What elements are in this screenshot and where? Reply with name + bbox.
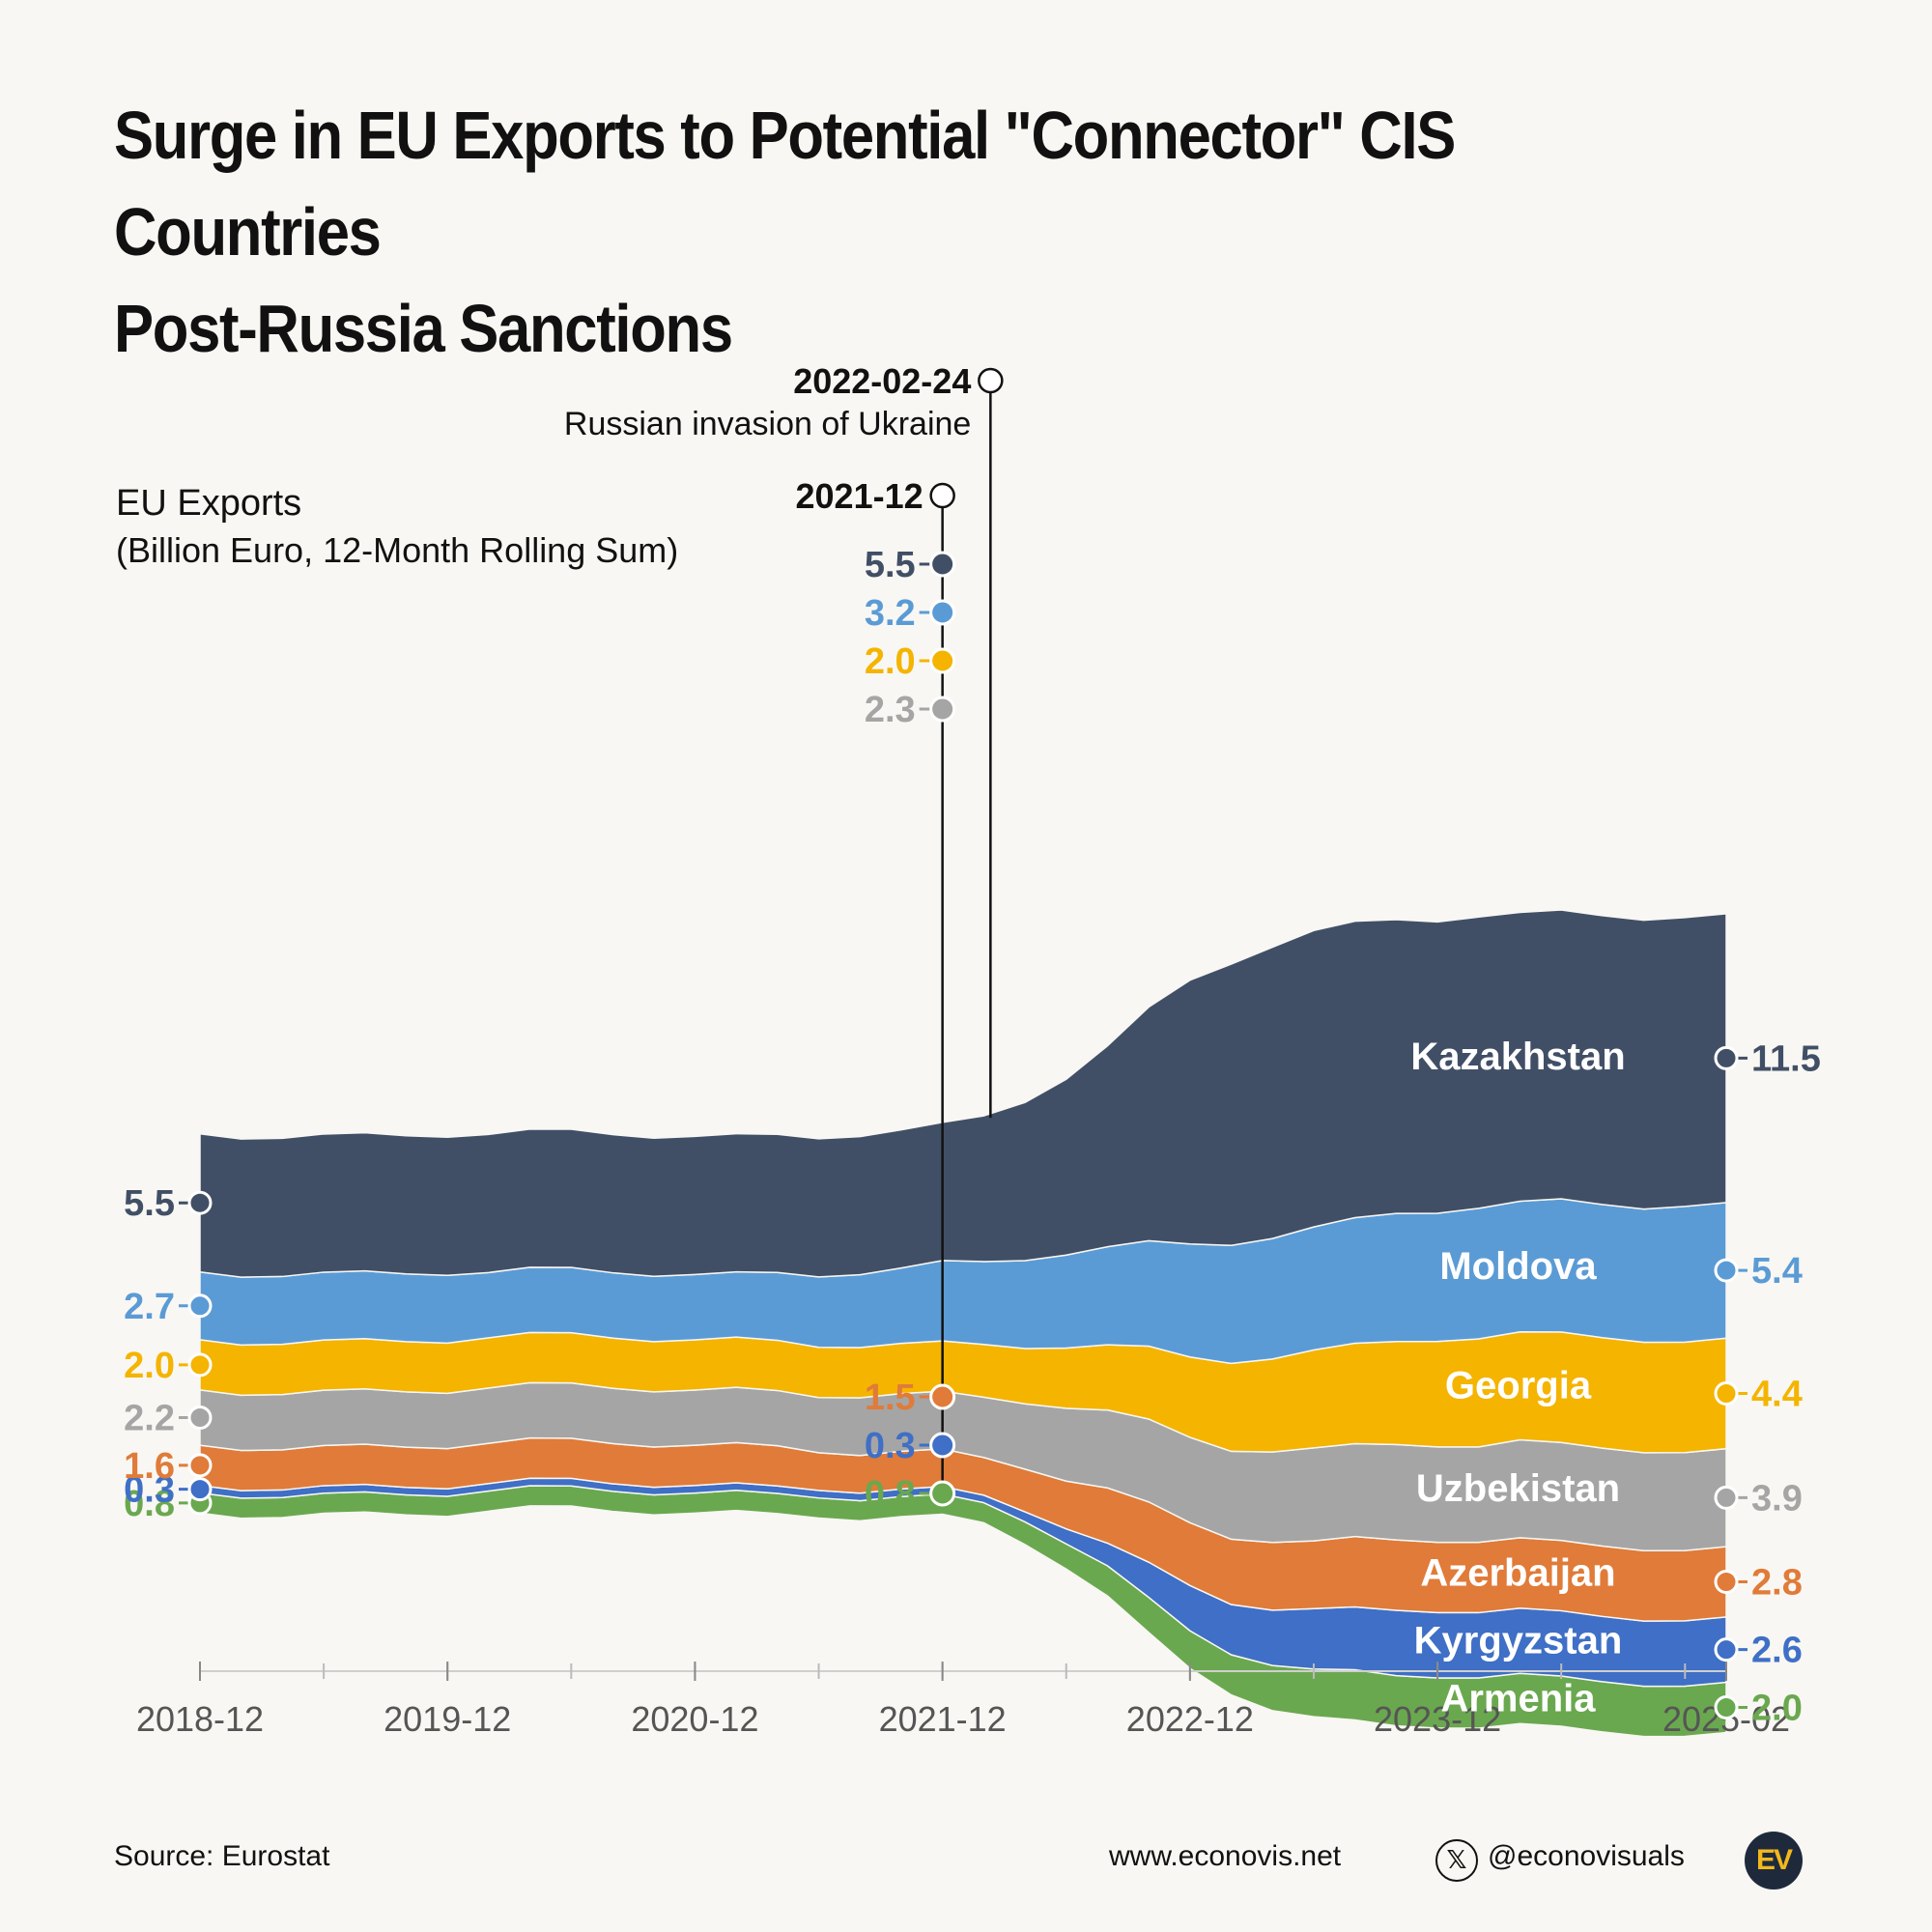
value-label-kyrgyzstan-right: 2.6 — [1751, 1631, 1803, 1671]
y-axis-sublabel: (Billion Euro, 12-Month Rolling Sum) — [116, 530, 678, 570]
value-label-armenia-right: 2.0 — [1751, 1688, 1803, 1728]
mid-marker-dot-kyrgyzstan — [929, 1432, 956, 1459]
value-label-uzbekistan-right: 3.9 — [1751, 1478, 1803, 1519]
chart-title: Surge in EU Exports to Potential "Connec… — [114, 87, 1662, 377]
series-label-uzbekistan: Uzbekistan — [1416, 1467, 1620, 1510]
social-handle[interactable]: @econovisuals — [1488, 1840, 1685, 1872]
series-label-armenia: Armenia — [1440, 1677, 1596, 1719]
marker-dot-uzbekistan-left — [187, 1406, 213, 1430]
x-tick-label: 2021-12 — [879, 1699, 1007, 1739]
marker-dot-georgia-right — [1714, 1380, 1739, 1406]
value-label-moldova-right: 5.4 — [1751, 1251, 1803, 1292]
mid-marker-dot-azerbaijan — [929, 1383, 956, 1410]
chart-title-line-1: Surge in EU Exports to Potential "Connec… — [114, 98, 1456, 270]
website-link[interactable]: www.econovis.net — [1109, 1840, 1342, 1872]
value-label-moldova-left: 2.7 — [124, 1287, 175, 1327]
mid-marker-dot-uzbekistan — [929, 696, 956, 723]
mid-marker-dot-kazakhstan — [929, 551, 956, 578]
source-note: Source: Eurostat — [114, 1840, 330, 1872]
marker-dot-uzbekistan-right — [1714, 1485, 1739, 1510]
marker-dot-kazakhstan-left — [187, 1190, 213, 1215]
mid-value-label-georgia: 2.0 — [865, 641, 916, 682]
value-label-azerbaijan-left: 1.6 — [124, 1446, 175, 1487]
marker-dot-kyrgyzstan-right — [1714, 1637, 1739, 1662]
invasion-text-label: Russian invasion of Ukraine — [564, 406, 971, 442]
mid-marker-dot-georgia — [929, 647, 956, 674]
series-label-georgia: Georgia — [1445, 1365, 1592, 1407]
value-label-georgia-left: 2.0 — [124, 1346, 175, 1386]
value-label-kazakhstan-left: 5.5 — [124, 1183, 175, 1224]
marker-dot-moldova-left — [187, 1293, 213, 1319]
mid-value-label-armenia: 0.8 — [865, 1474, 916, 1515]
invasion-date-label: 2022-02-24 — [793, 361, 971, 401]
x-logo-icon[interactable]: 𝕏 — [1435, 1839, 1478, 1882]
value-label-azerbaijan-right: 2.8 — [1751, 1562, 1803, 1603]
marker-dot-kazakhstan-right — [1714, 1045, 1739, 1070]
mid-value-label-uzbekistan: 2.3 — [865, 690, 916, 730]
mid-value-label-azerbaijan: 1.5 — [865, 1378, 916, 1418]
mid-value-label-kyrgyzstan: 0.3 — [865, 1426, 916, 1466]
mid-marker-dot-moldova — [929, 599, 956, 626]
y-axis-label: EU Exports — [116, 483, 301, 524]
x-tick-label: 2019-12 — [384, 1699, 511, 1739]
marker-dot-armenia-right — [1714, 1694, 1739, 1719]
x-tick-label: 2018-12 — [136, 1699, 264, 1739]
value-label-uzbekistan-left: 2.2 — [124, 1399, 175, 1439]
mid-value-label-kazakhstan: 5.5 — [865, 545, 916, 585]
mid-marker-dot-armenia — [929, 1480, 956, 1507]
annotation-layer: 2022-02-24 Russian invasion of Ukraine 202… — [564, 361, 1004, 1515]
series-label-kazakhstan: Kazakhstan — [1410, 1036, 1625, 1078]
x-tick-label: 2020-12 — [631, 1699, 758, 1739]
econovis-logo: EV — [1745, 1832, 1803, 1889]
marker-dot-georgia-left — [187, 1352, 213, 1378]
series-label-azerbaijan: Azerbaijan — [1420, 1551, 1615, 1594]
x-axis: 2018-12 2019-12 2020-12 2021-12 2022-12 2023-… — [136, 1662, 1790, 1739]
marker-dot-kyrgyzstan-left — [187, 1477, 213, 1502]
reference-marker-2021-12 — [929, 482, 955, 509]
value-label-armenia-left: 0.8 — [124, 1484, 175, 1524]
value-label-georgia-right: 4.4 — [1751, 1374, 1803, 1414]
x-tick-label: 2023-12 — [1374, 1699, 1501, 1739]
series-label-moldova: Moldova — [1439, 1245, 1597, 1288]
marker-dot-azerbaijan-right — [1714, 1569, 1739, 1594]
area-kazakhstan — [199, 909, 1727, 1278]
x-tick-label: 2022-12 — [1126, 1699, 1254, 1739]
reference-date-label: 2021-12 — [796, 476, 923, 516]
value-label-layer: Armenia Kyrgyzstan Azerbaijan Uzbekistan Geo… — [124, 1036, 1821, 1728]
chart-title-line-2: Post-Russia Sanctions — [114, 291, 733, 366]
area-layer — [199, 909, 1727, 1738]
value-label-kazakhstan-right: 11.5 — [1751, 1038, 1821, 1079]
marker-dot-moldova-right — [1714, 1258, 1739, 1283]
marker-dot-azerbaijan-left — [187, 1453, 213, 1478]
invasion-marker — [978, 367, 1004, 394]
mid-value-label-moldova: 3.2 — [865, 593, 916, 634]
value-label-kyrgyzstan-left: 0.3 — [124, 1470, 175, 1511]
series-label-kyrgyzstan: Kyrgyzstan — [1414, 1619, 1623, 1662]
